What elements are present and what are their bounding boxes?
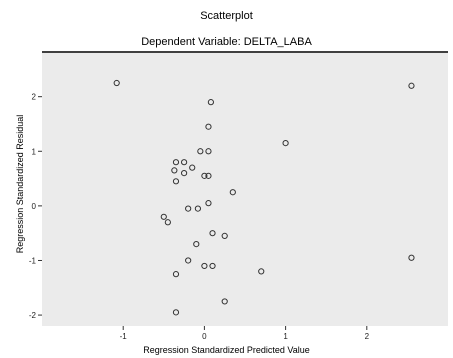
- scatter-point: [164, 219, 171, 226]
- y-tick-label: 0: [32, 202, 37, 211]
- scatter-point: [185, 205, 192, 212]
- scatter-point: [172, 178, 180, 185]
- scatter-point: [113, 79, 120, 87]
- scatter-point: [282, 139, 289, 147]
- scatter-point: [207, 99, 214, 106]
- scatter-point: [171, 167, 178, 174]
- scatter-point: [205, 172, 212, 179]
- scatter-point: [189, 164, 196, 171]
- scatter-point: [160, 213, 167, 220]
- scatter-point: [201, 262, 208, 270]
- scatter-point: [194, 205, 202, 212]
- y-tick-label: 2: [32, 93, 37, 102]
- scatter-point: [408, 82, 415, 89]
- x-tick-label: -1: [120, 332, 128, 341]
- x-tick-label: 1: [283, 332, 288, 341]
- y-axis: -2 -1 0 1 2: [29, 93, 42, 320]
- x-tick-label: 0: [202, 332, 207, 341]
- scatter-point: [408, 254, 415, 261]
- scatter-point: [197, 148, 204, 155]
- plot-area: [42, 53, 448, 326]
- scatter-point: [205, 200, 212, 207]
- scatter-point: [193, 241, 200, 248]
- x-axis-label: Regression Standardized Predicted Value: [143, 345, 310, 355]
- scatter-point: [221, 298, 228, 305]
- scatter-point: [229, 189, 236, 196]
- scatter-point: [181, 159, 188, 166]
- scatter-point: [209, 262, 216, 270]
- scatter-point: [201, 172, 208, 179]
- scatter-point: [205, 148, 212, 155]
- scatter-point: [181, 170, 188, 177]
- y-tick-label: 1: [32, 147, 37, 156]
- scatter-point: [172, 309, 180, 316]
- data-points: [113, 79, 415, 316]
- scatter-point: [172, 271, 180, 278]
- scatter-point: [185, 257, 192, 264]
- scatter-point: [221, 232, 228, 240]
- scatter-point: [258, 268, 265, 275]
- x-axis: -1 0 1 2: [120, 326, 370, 341]
- scatter-point: [209, 230, 216, 237]
- scatter-point: [172, 159, 180, 166]
- chart-title: Scatterplot: [200, 10, 253, 22]
- chart-subtitle: Dependent Variable: DELTA_LABA: [141, 36, 312, 48]
- y-tick-label: -1: [29, 256, 37, 265]
- y-tick-label: -2: [29, 311, 37, 320]
- scatter-point: [205, 123, 212, 130]
- x-tick-label: 2: [365, 332, 370, 341]
- y-axis-label: Regression Standardized Residual: [15, 114, 25, 254]
